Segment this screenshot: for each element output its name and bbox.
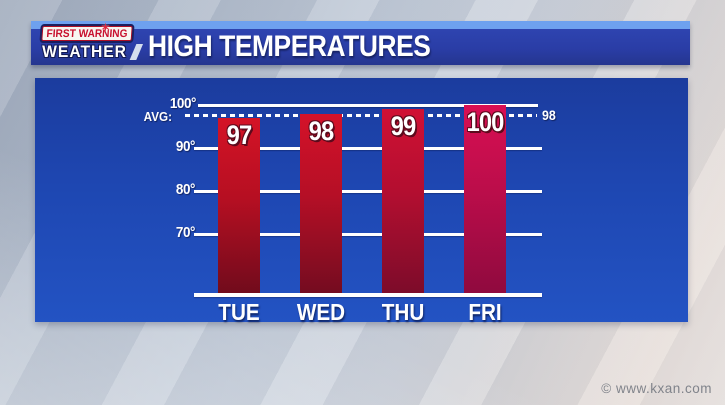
y-tick-80: 80°: [175, 181, 196, 198]
bar-thu: [382, 109, 424, 296]
gridline-80: [194, 190, 542, 193]
x-label-fri: FRI: [468, 299, 502, 325]
star-icon: ✶: [100, 20, 111, 35]
y-tick-100: 100°: [169, 95, 197, 112]
x-axis-baseline: [194, 293, 542, 297]
logo-slash-decoration: [129, 44, 144, 60]
logo-line2: WEATHER: [42, 43, 127, 61]
bar-wed: [300, 113, 342, 296]
x-label-wed: WED: [296, 299, 346, 325]
average-dashed-line: [185, 114, 537, 117]
average-value: 98: [542, 108, 556, 123]
header-bar: ✶ FIRST WARNING WEATHER HIGH TEMPERATURE…: [31, 20, 690, 65]
bar-value-tue: 97: [226, 120, 253, 151]
x-label-thu: THU: [381, 299, 425, 325]
gridline-70: [194, 233, 542, 236]
bar-value-wed: 98: [308, 115, 335, 146]
kxan-watermark: © www.kxan.com: [601, 381, 712, 396]
gridline-100: [198, 104, 538, 107]
x-label-tue: TUE: [218, 299, 260, 325]
bar-fri: [464, 105, 506, 296]
gridline-90: [194, 147, 542, 150]
header-accent-strip: [31, 21, 690, 29]
logo-line2-row: WEATHER: [38, 43, 144, 62]
average-label: AVG:: [143, 109, 172, 124]
page-title: HIGH TEMPERATURES: [148, 30, 431, 63]
bar-value-fri: 100: [466, 107, 504, 137]
bar-tue: [218, 118, 260, 296]
first-warning-weather-logo: ✶ FIRST WARNING WEATHER: [38, 20, 144, 64]
chart-panel: 100° 90° 80° 70° AVG: 98 97 98 99 100 TU…: [35, 78, 688, 325]
logo-line1: FIRST WARNING: [41, 26, 133, 41]
y-tick-70: 70°: [175, 224, 196, 241]
y-tick-90: 90°: [175, 138, 196, 155]
bar-value-thu: 99: [390, 111, 417, 142]
